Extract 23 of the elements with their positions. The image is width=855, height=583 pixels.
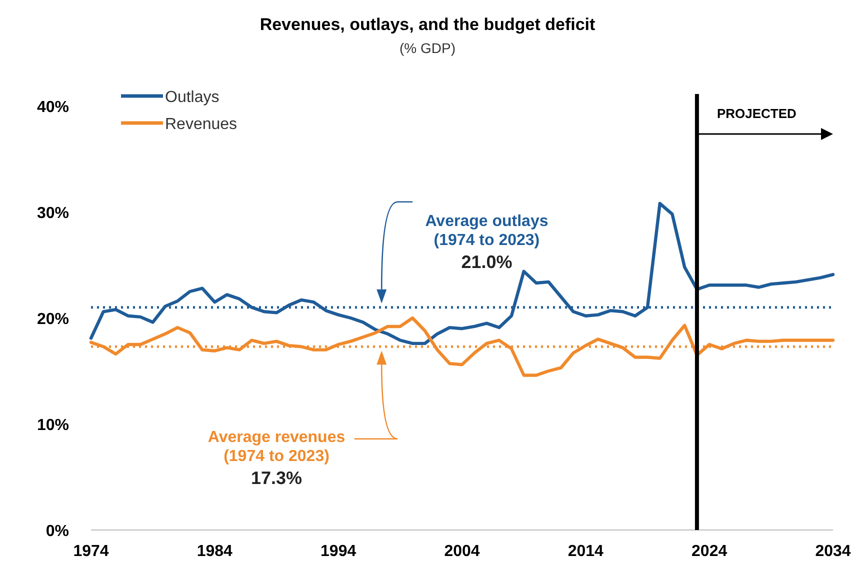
x-tick-label: 1974 <box>73 543 109 560</box>
y-tick-label: 10% <box>36 417 69 434</box>
y-tick-label: 30% <box>36 205 69 222</box>
legend-label: Revenues <box>165 116 238 133</box>
x-tick-label: 2014 <box>568 543 604 560</box>
x-tick-label: 1984 <box>196 543 233 560</box>
y-tick-label: 0% <box>46 523 69 540</box>
ref-line-label: Average revenues (1974 to 2023) <box>208 429 346 466</box>
chart-title: Revenues, outlays, and the budget deficit <box>260 15 596 34</box>
line-series <box>89 316 835 377</box>
ref-line-label: PROJECTED <box>716 106 796 121</box>
chart-subtitle: (% GDP) <box>400 40 456 56</box>
x-tick-label: 2024 <box>692 543 728 560</box>
annotation: 17.3% <box>250 468 302 488</box>
line-series <box>89 202 835 346</box>
x-tick-label: 2034 <box>815 543 851 560</box>
ref-line-label: Average outlays (1974 to 2023) <box>425 212 548 249</box>
x-tick-label: 1994 <box>320 543 356 560</box>
y-tick-label: 20% <box>36 311 69 328</box>
x-tick-label: 2004 <box>444 543 480 560</box>
legend-label: Outlays <box>165 89 220 106</box>
annotation: 21.0% <box>461 252 512 272</box>
y-tick-label: 40% <box>36 99 69 116</box>
